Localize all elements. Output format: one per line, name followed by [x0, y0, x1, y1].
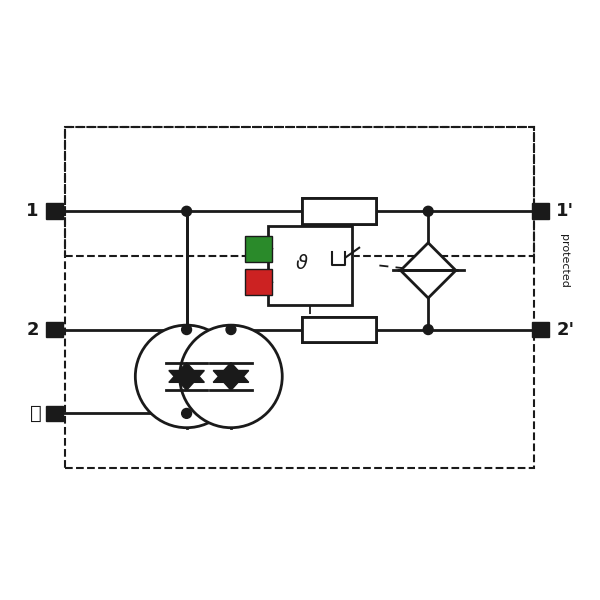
Bar	[245, 269, 272, 295]
Bar	[245, 236, 272, 262]
Bar	[266, 224, 354, 307]
Polygon shape	[169, 371, 205, 390]
Text: 2: 2	[26, 320, 38, 338]
Circle shape	[227, 373, 235, 380]
Bar	[303, 317, 376, 343]
Bar	[46, 203, 64, 219]
Circle shape	[179, 325, 282, 428]
Bar	[302, 199, 376, 224]
Circle shape	[182, 206, 191, 216]
Bar	[532, 203, 550, 219]
Text: 2': 2'	[556, 320, 575, 338]
Bar	[65, 127, 534, 256]
Polygon shape	[401, 243, 456, 271]
Text: 1: 1	[26, 202, 38, 220]
Bar	[532, 322, 550, 337]
Circle shape	[183, 373, 190, 380]
Bar	[65, 127, 534, 467]
Polygon shape	[169, 362, 205, 382]
Text: ⏚: ⏚	[30, 404, 41, 423]
Bar	[268, 226, 352, 305]
Polygon shape	[213, 362, 249, 382]
Circle shape	[423, 325, 433, 335]
Bar	[46, 322, 64, 337]
Bar	[302, 317, 376, 343]
Bar	[302, 317, 376, 343]
Text: ϑ: ϑ	[296, 254, 308, 273]
Circle shape	[226, 325, 236, 335]
Bar	[302, 199, 376, 224]
Circle shape	[423, 206, 433, 216]
Polygon shape	[401, 271, 456, 298]
Text: 1': 1'	[556, 202, 575, 220]
Circle shape	[136, 325, 238, 428]
Circle shape	[182, 325, 191, 335]
Bar	[303, 199, 376, 224]
Polygon shape	[213, 371, 249, 390]
Bar	[46, 406, 64, 421]
Circle shape	[182, 409, 191, 418]
Text: protected: protected	[559, 233, 569, 287]
